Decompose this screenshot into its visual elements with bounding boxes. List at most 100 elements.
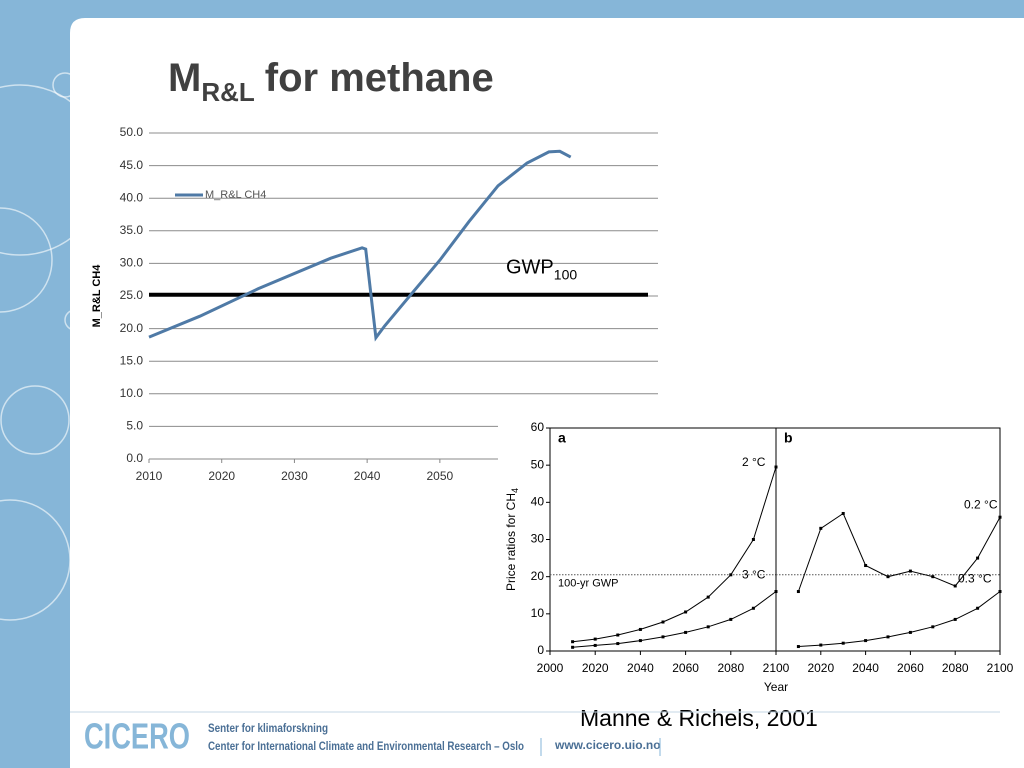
point-marker <box>638 627 642 631</box>
inset-background <box>498 395 1024 700</box>
point-marker <box>593 643 597 647</box>
x-axis-label: Year <box>764 680 788 694</box>
point-marker <box>684 610 688 614</box>
series-label: 0.2 °C <box>964 497 998 511</box>
point-marker <box>976 606 980 610</box>
y-tick-label: 20.0 <box>120 321 144 335</box>
chart-panel-b: 2020 2040 2060 2080 2100 b 0.2 °C 0.3 °C <box>775 427 1014 675</box>
title-main: M <box>168 56 201 100</box>
series-label: 3 °C <box>742 568 766 582</box>
x-tick-label: 2100 <box>987 661 1014 675</box>
y-axis-label-sub: 4 <box>510 488 520 493</box>
x-tick-label: 2020 <box>582 661 609 675</box>
y-tick-label: 40.0 <box>120 190 144 204</box>
point-marker <box>638 639 642 643</box>
y-tick-label: 15.0 <box>120 353 144 367</box>
x-tick-label: 2080 <box>942 661 969 675</box>
point-marker <box>684 630 688 634</box>
slide-title: MR&L for methane <box>168 56 494 107</box>
y-tick-label: 10 <box>531 606 545 620</box>
point-marker <box>796 645 800 649</box>
x-tick-label: 2020 <box>807 661 834 675</box>
y-axis-label: M_R&L CH4 <box>91 264 103 328</box>
point-marker <box>886 635 890 639</box>
panel-label: b <box>784 430 793 446</box>
y-tick-label: 30 <box>531 532 545 546</box>
y-axis-label-main: Price ratios for CH <box>504 493 518 591</box>
point-marker <box>998 590 1002 594</box>
x-tick-label: 2040 <box>354 469 381 483</box>
point-marker <box>661 635 665 639</box>
legend-label: M_R&L CH4 <box>205 189 266 201</box>
series-line <box>797 512 1001 592</box>
y-tick-label: 5.0 <box>126 419 143 433</box>
y-tick-label: 0 <box>537 643 544 657</box>
y-tick-label: 20 <box>531 569 545 583</box>
point-marker <box>751 538 755 541</box>
point-marker <box>864 564 868 568</box>
point-marker <box>908 630 912 634</box>
point-marker <box>706 625 710 629</box>
series-label: 2 °C <box>742 455 766 469</box>
point-marker <box>953 617 957 621</box>
chart-main: 0.0 5.0 10.0 15.0 20.0 25.0 30.0 35.0 40.0 45.0 50… <box>91 125 658 483</box>
footer-line1: Senter for klimaforskning <box>208 721 328 735</box>
series-line <box>148 149 572 342</box>
point-marker <box>819 526 823 530</box>
point-marker <box>751 606 755 610</box>
point-marker <box>953 584 957 588</box>
point-marker <box>864 639 868 643</box>
x-tick-label: 2020 <box>208 469 235 483</box>
y-tick-label: 10.0 <box>120 386 144 400</box>
x-tick-label: 2010 <box>136 469 163 483</box>
point-marker <box>616 642 620 646</box>
point-marker <box>593 637 597 641</box>
point-marker <box>661 620 665 624</box>
point-marker <box>729 573 733 577</box>
y-tick-label: 50.0 <box>120 125 144 139</box>
point-marker <box>796 590 800 594</box>
reference-label-main: GWP <box>506 257 554 279</box>
y-tick-label: 25.0 <box>120 288 144 302</box>
x-tick-label: 2030 <box>281 469 308 483</box>
series-line <box>572 591 777 648</box>
x-tick-label: 2080 <box>717 661 744 675</box>
x-tick-label: 2000 <box>537 661 564 675</box>
point-marker <box>706 595 710 599</box>
y-tick-label: 0.0 <box>126 451 143 465</box>
y-axis-label: Price ratios for CH4 <box>504 488 520 591</box>
title-rest: for methane <box>265 56 494 100</box>
x-tick-label: 2100 <box>763 661 790 675</box>
reference-label-sub: 100 <box>554 266 578 282</box>
point-marker <box>908 569 912 573</box>
point-marker <box>976 556 980 560</box>
x-tick-label: 2040 <box>852 661 879 675</box>
x-tick-label: 2050 <box>427 469 454 483</box>
plot-frame <box>775 427 1001 652</box>
caption: Manne & Richels, 2001 <box>580 705 818 731</box>
series-line <box>572 466 777 643</box>
point-marker <box>931 625 935 629</box>
y-tick-label: 35.0 <box>120 223 144 237</box>
point-marker <box>819 643 823 647</box>
series-label: 0.3 °C <box>958 572 992 586</box>
point-marker <box>841 511 845 515</box>
footer-logo: CICERO <box>84 716 190 757</box>
x-tick-label: 2040 <box>627 661 654 675</box>
y-tick-label: 50 <box>531 457 545 471</box>
footer-url: www.cicero.uio.no <box>554 738 661 752</box>
point-marker <box>729 617 733 621</box>
y-tick-label: 30.0 <box>120 256 144 270</box>
footer-line2: Center for International Climate and Env… <box>208 739 524 753</box>
point-marker <box>886 575 890 579</box>
series-line <box>798 591 1001 647</box>
panel-label: a <box>558 430 566 446</box>
y-tick-label: 45.0 <box>120 158 144 172</box>
x-tick-label: 2060 <box>897 661 924 675</box>
title-sub: R&L <box>201 77 255 107</box>
point-marker <box>616 633 620 637</box>
point-marker <box>841 641 845 645</box>
y-tick-label: 40 <box>531 495 545 509</box>
